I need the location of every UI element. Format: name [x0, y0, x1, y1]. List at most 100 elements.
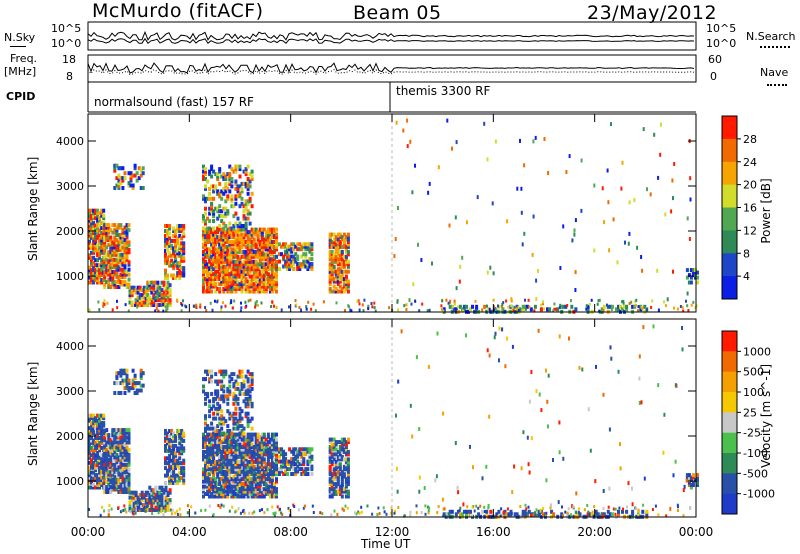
data-cell	[232, 447, 236, 452]
data-cell	[330, 269, 334, 274]
data-cell	[208, 169, 212, 174]
data-cell	[174, 256, 178, 261]
data-cell	[105, 280, 109, 285]
data-cell	[206, 391, 210, 396]
data-cell	[107, 440, 111, 445]
data-cell	[100, 265, 104, 270]
data-cell	[123, 443, 127, 447]
data-cell	[340, 487, 344, 492]
data-cell	[216, 394, 220, 399]
data-cell	[96, 413, 100, 418]
data-cell	[103, 235, 107, 240]
data-cell	[220, 487, 224, 492]
data-cell	[202, 226, 205, 231]
data-cell	[166, 508, 170, 512]
data-cell	[344, 494, 348, 499]
data-cell	[224, 277, 228, 282]
data-cell	[564, 510, 567, 514]
data-cell	[607, 305, 610, 309]
data-cell	[208, 440, 212, 445]
data-cell	[284, 264, 288, 269]
data-cell	[262, 487, 266, 492]
data-cell	[244, 201, 248, 206]
data-cell	[170, 471, 174, 476]
data-cell	[284, 242, 288, 247]
data-cell	[115, 487, 119, 492]
data-cell	[306, 459, 310, 464]
data-cell	[451, 146, 453, 151]
data-cell	[214, 252, 218, 257]
data-cell	[334, 482, 338, 487]
data-cell	[160, 506, 163, 510]
data-cell	[230, 454, 234, 459]
data-cell	[260, 464, 264, 469]
data-cell	[94, 478, 98, 483]
data-cell	[206, 272, 210, 277]
data-cell	[302, 447, 306, 452]
data-cell	[224, 206, 228, 211]
data-cell	[160, 500, 164, 505]
data-cell	[272, 484, 276, 489]
data-cell	[127, 309, 130, 313]
data-cell	[270, 487, 274, 492]
data-cell	[246, 252, 250, 257]
data-cell	[100, 245, 104, 250]
data-cell	[459, 506, 462, 510]
data-cell	[483, 505, 486, 509]
data-cell	[537, 328, 540, 333]
data-cell	[300, 454, 304, 459]
data-cell	[208, 452, 212, 457]
data-cell	[236, 244, 240, 249]
data-cell	[328, 269, 332, 274]
data-cell	[123, 447, 127, 452]
data-cell	[222, 374, 226, 379]
data-cell	[214, 482, 218, 487]
data-cell	[256, 279, 260, 284]
data-cell	[262, 452, 266, 457]
data-cell	[248, 452, 252, 457]
data-cell	[148, 485, 152, 490]
data-cell	[242, 454, 246, 459]
data-cell	[310, 242, 314, 247]
data-cell	[206, 477, 210, 482]
data-cell	[260, 267, 264, 272]
data-cell	[216, 254, 220, 259]
data-cell	[530, 513, 533, 517]
data-cell	[92, 245, 96, 250]
data-cell	[246, 454, 250, 459]
data-cell	[117, 428, 121, 433]
data-cell	[113, 186, 117, 190]
data-cell	[288, 462, 292, 467]
data-cell	[115, 275, 119, 280]
data-cell	[90, 231, 93, 235]
data-cell	[558, 420, 561, 425]
data-cell	[511, 490, 514, 495]
data-cell	[133, 383, 137, 388]
data-cell	[164, 446, 167, 451]
data-cell	[132, 498, 136, 503]
data-cell	[593, 248, 596, 253]
data-cell	[500, 507, 503, 511]
data-cell	[288, 262, 292, 267]
data-cell	[206, 459, 210, 464]
data-cell	[304, 264, 308, 269]
data-cell	[204, 242, 207, 247]
data-cell	[94, 468, 98, 473]
data-cell	[220, 240, 224, 244]
data-cell	[220, 414, 224, 419]
data-cell	[338, 445, 342, 449]
data-cell	[115, 440, 119, 445]
data-cell	[212, 284, 216, 289]
data-cell	[340, 484, 344, 489]
data-cell	[290, 242, 294, 247]
data-cell	[128, 505, 132, 510]
data-cell	[212, 457, 216, 462]
data-cell	[258, 459, 262, 464]
data-cell	[156, 490, 160, 495]
data-cell	[256, 469, 260, 474]
data-cell	[346, 237, 350, 242]
data-cell	[100, 423, 104, 428]
data-cell	[683, 484, 686, 489]
data-cell	[244, 279, 248, 284]
data-cell	[334, 484, 338, 489]
